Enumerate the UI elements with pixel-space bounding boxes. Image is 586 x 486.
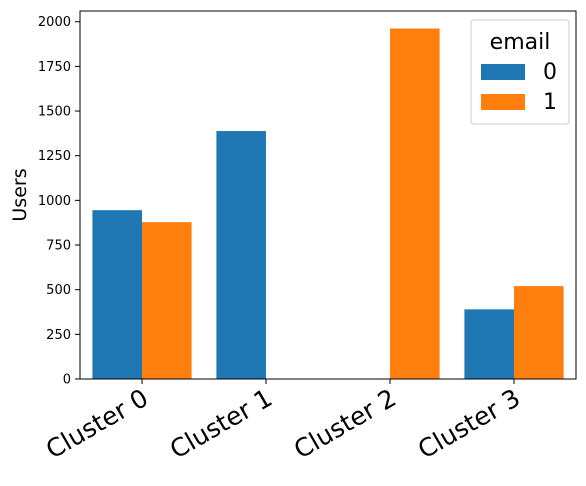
bar-cluster-0-series-1 bbox=[142, 222, 192, 379]
y-tick-label: 750 bbox=[46, 239, 71, 254]
y-tick-label: 1250 bbox=[38, 149, 71, 164]
legend-swatch-1 bbox=[481, 94, 525, 110]
bar-cluster-1-series-0 bbox=[216, 131, 266, 379]
bar-cluster-3-series-0 bbox=[464, 309, 514, 379]
y-axis-label: Users bbox=[9, 168, 31, 221]
y-tick-label: 2000 bbox=[38, 15, 71, 30]
legend-title: email bbox=[490, 30, 551, 55]
x-tick-label: Cluster 3 bbox=[413, 383, 525, 464]
x-tick-label: Cluster 0 bbox=[41, 383, 153, 464]
x-axis: Cluster 0 Cluster 1 Cluster 2 Cluster 3 bbox=[41, 379, 525, 464]
y-tick-label: 1500 bbox=[38, 105, 71, 120]
legend: email 0 1 bbox=[470, 19, 570, 125]
y-tick-label: 500 bbox=[46, 283, 71, 298]
legend-label-0: 0 bbox=[543, 60, 557, 85]
bars-group bbox=[92, 28, 564, 379]
plot-frame bbox=[79, 10, 577, 380]
y-tick-label: 250 bbox=[46, 328, 71, 343]
bar-cluster-0-series-0 bbox=[92, 210, 142, 379]
bar-cluster-3-series-1 bbox=[514, 286, 564, 379]
y-tick-label: 1000 bbox=[38, 194, 71, 209]
y-tick-label: 1750 bbox=[38, 60, 71, 75]
legend-swatch-0 bbox=[481, 64, 525, 80]
bar-cluster-2-series-1 bbox=[390, 28, 440, 379]
y-axis: 0 250 500 750 1000 1250 1500 1750 2000 bbox=[38, 15, 80, 388]
legend-label-1: 1 bbox=[543, 90, 557, 115]
y-tick-label: 0 bbox=[63, 373, 71, 388]
x-tick-label: Cluster 2 bbox=[289, 383, 401, 464]
x-tick-label: Cluster 1 bbox=[165, 383, 277, 464]
